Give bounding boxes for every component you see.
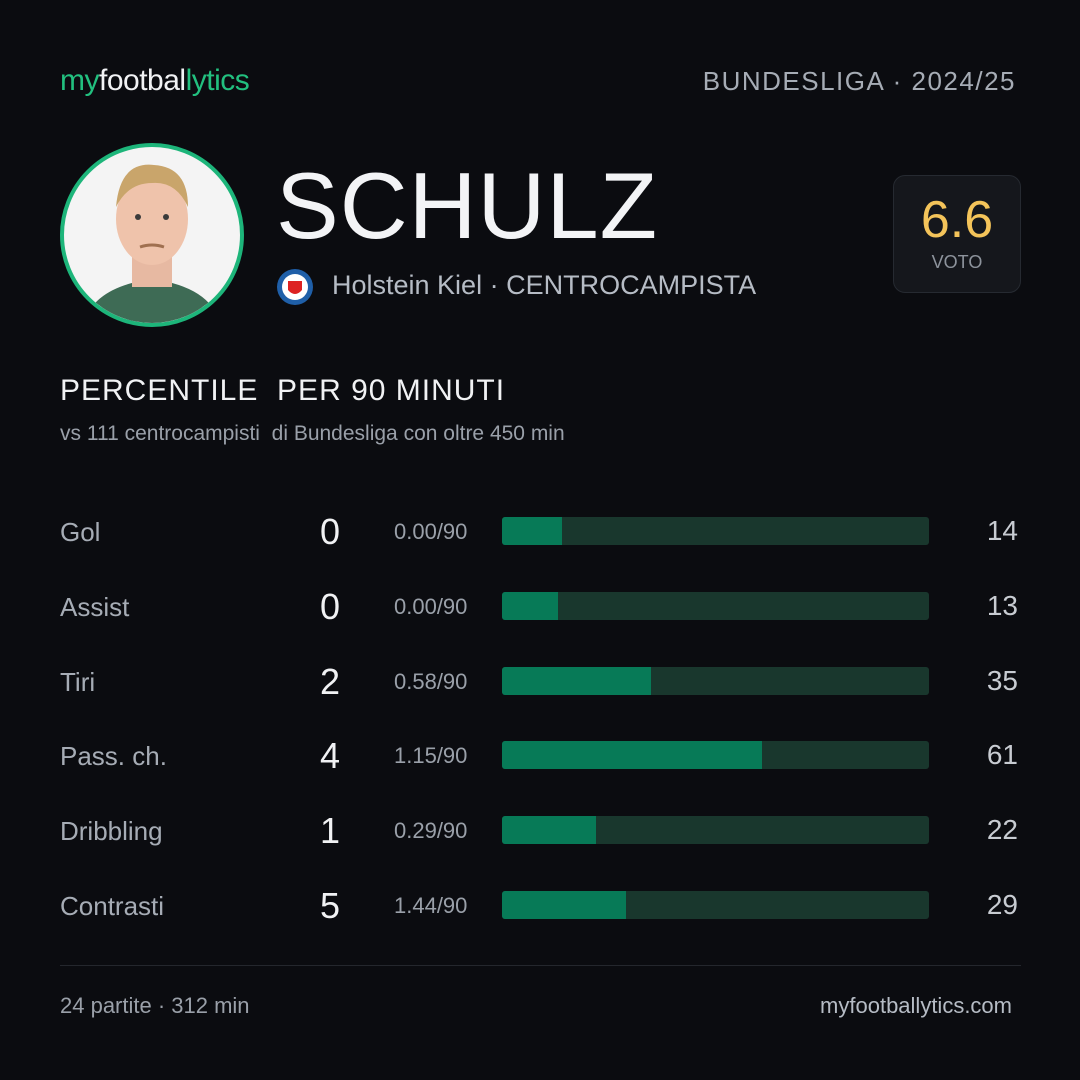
club-badge: [277, 269, 313, 305]
percentile-bar: [502, 891, 626, 919]
section-subtitle: vs 111 centrocampisti di Bundesliga con …: [60, 422, 565, 445]
player-team: Holstein Kiel · CENTROCAMPISTA: [332, 270, 756, 301]
stat-percentile: 35: [986, 664, 1018, 696]
percentile-bar: [502, 517, 562, 545]
bar-track: [502, 666, 929, 695]
stat-total: 1: [319, 810, 341, 852]
logo-part: footbal: [99, 64, 186, 97]
bar-track: [502, 816, 929, 845]
stat-label: Tiri: [60, 666, 96, 697]
stat-row: Assist 0 0.00/90 13: [0, 585, 1080, 627]
percentile-bar: [502, 591, 558, 620]
percentile-bar: [502, 741, 763, 770]
stat-label: Pass. ch.: [60, 741, 167, 772]
stat-percentile: 13: [986, 589, 1018, 621]
rating-label: VOTO: [931, 252, 983, 272]
stat-per90: 0.00/90: [394, 593, 468, 619]
stat-per90: 1.44/90: [394, 893, 468, 918]
stat-total: 0: [319, 585, 341, 627]
logo: myfootballytics: [60, 64, 250, 98]
photo-illustration: [84, 164, 220, 323]
stat-percentile: 22: [986, 814, 1018, 846]
stat-per90: 0.00/90: [394, 519, 468, 544]
stat-label: Dribbling: [60, 816, 163, 847]
stat-row: Gol 0 0.00/90 14: [0, 511, 1080, 552]
stat-percentile: 14: [986, 515, 1018, 546]
logo-part: lytics: [185, 64, 250, 97]
league: BUNDESLIGA · 2024/25: [702, 66, 1016, 96]
stat-per90: 0.29/90: [394, 818, 468, 844]
position: · CENTROCAMPISTA: [489, 270, 757, 300]
bar-track: [502, 741, 929, 770]
percentile-bar: [502, 666, 652, 695]
stat-per90: 0.58/90: [394, 668, 468, 694]
stat-total: 4: [319, 735, 341, 777]
stat-row: Pass. ch. 4 1.15/90 61: [0, 735, 1080, 777]
stat-per90: 1.15/90: [394, 743, 468, 769]
stat-total: 5: [319, 885, 341, 926]
player-name: SCHULZ: [276, 153, 659, 258]
stat-row: Dribbling 1 0.29/90 22: [0, 810, 1080, 852]
stat-percentile: 61: [986, 739, 1018, 771]
divider: [60, 965, 1021, 966]
footer-info: 24 partite · 312 min: [60, 993, 250, 1018]
stat-row: Tiri 2 0.58/90 35: [0, 660, 1080, 702]
stat-total: 2: [319, 660, 341, 702]
stat-row: Contrasti 5 1.44/90 29: [0, 885, 1080, 926]
logo-part: my: [60, 64, 100, 97]
rating: 6.6: [920, 191, 994, 249]
player-photo: [60, 143, 244, 327]
rating-box: 6.6 VOTO: [893, 175, 1021, 293]
percentile-bar: [502, 816, 596, 845]
stat-label: Gol: [60, 517, 101, 547]
bar-track: [502, 591, 929, 620]
bar-track: [502, 517, 929, 545]
stat-label: Contrasti: [60, 891, 165, 921]
section-title: PERCENTILE PER 90 MINUTI: [60, 374, 506, 407]
bar-track: [502, 891, 929, 919]
stat-total: 0: [319, 511, 341, 552]
stat-percentile: 29: [986, 889, 1018, 920]
stat-label: Assist: [60, 591, 130, 622]
footer-site: myfootballytics.com: [820, 993, 1012, 1018]
team: Holstein Kiel: [332, 270, 483, 300]
